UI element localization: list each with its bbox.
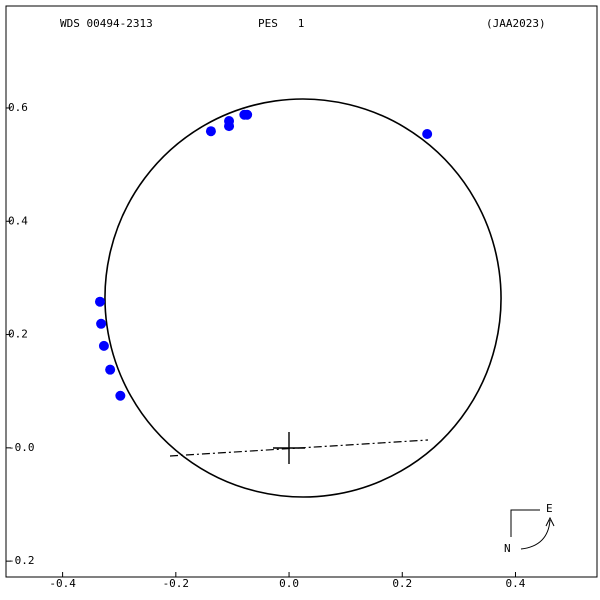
observation	[105, 364, 116, 375]
compass-north: N	[504, 542, 511, 555]
reference: (JAA2023)	[486, 17, 546, 30]
chart-title: WDS 00494-2313	[60, 17, 153, 30]
y-tick-label: -0.0	[8, 441, 35, 454]
x-tick-label: 0.4	[506, 577, 526, 590]
x-tick-label: -0.4	[49, 577, 76, 590]
compass-arrowhead	[545, 516, 555, 527]
x-tick-label: 0.0	[279, 577, 299, 590]
chart-subtitle: PES 1	[258, 17, 304, 30]
observation	[242, 109, 253, 120]
x-tick-label: -0.2	[163, 577, 190, 590]
observation	[205, 126, 216, 137]
x-tick-label: 0.2	[392, 577, 412, 590]
observation	[115, 390, 126, 401]
y-tick-label: 0.4	[8, 214, 28, 227]
observation	[96, 318, 107, 329]
orbit	[104, 98, 502, 498]
plot-frame	[5, 5, 598, 578]
observation	[94, 296, 105, 307]
y-tick-label: -0.2	[8, 554, 35, 567]
compass	[510, 509, 540, 537]
y-tick-label: 0.2	[8, 328, 28, 341]
compass-east: E	[546, 502, 553, 515]
y-tick-label: 0.6	[8, 101, 28, 114]
observation	[98, 340, 109, 351]
observation	[422, 129, 433, 140]
compass-arrow	[520, 519, 551, 550]
observation	[224, 121, 235, 132]
